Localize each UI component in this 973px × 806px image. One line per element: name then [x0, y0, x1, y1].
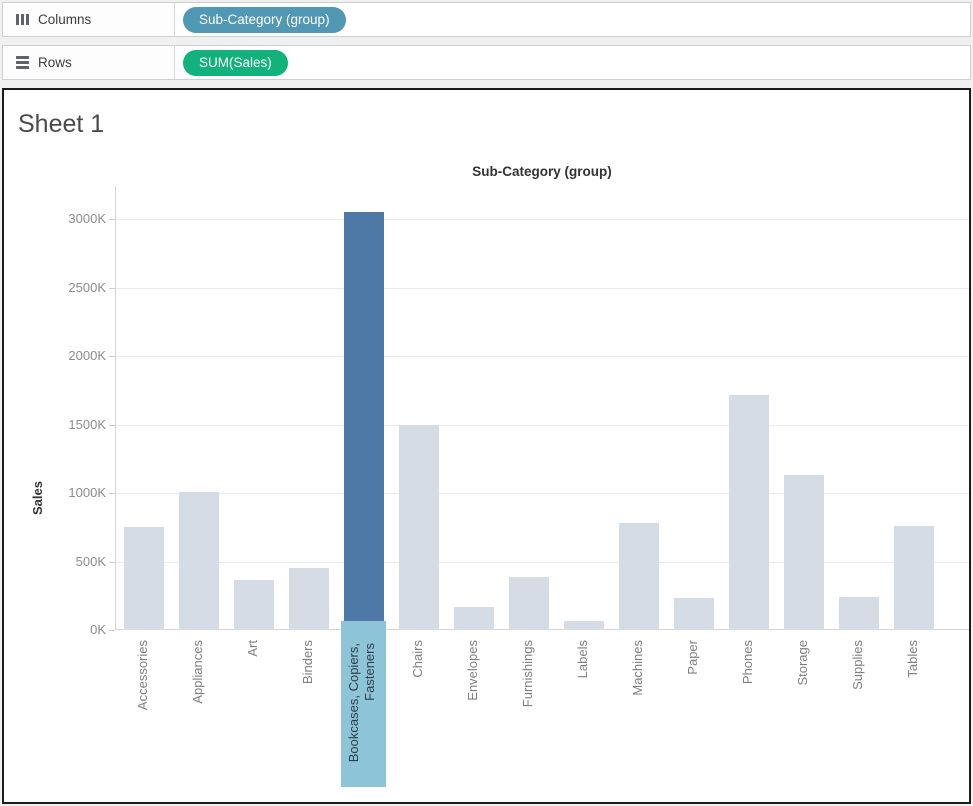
bar-furnishings[interactable] [509, 576, 549, 630]
y-tick-label-3000K: 3000K [68, 211, 106, 226]
y-tick-mark-2500K [109, 287, 115, 289]
bar-envelopes[interactable] [454, 607, 494, 630]
columns-pill-sub-category-group[interactable]: Sub-Category (group) [183, 6, 346, 33]
y-tick-mark-1000K [109, 493, 115, 494]
rows-pill-sum-sales[interactable]: SUM(Sales) [183, 49, 288, 76]
bar-machines[interactable] [619, 523, 659, 630]
rows-shelf-label: Rows [38, 55, 72, 70]
x-label-bookcases-copiers-fasteners[interactable]: Bookcases, Copiers, Fasteners [346, 643, 377, 763]
y-tick-mark-1500K [109, 424, 115, 426]
y-tick-label-2500K: 2500K [68, 279, 106, 295]
x-label-highlight-box[interactable] [340, 621, 386, 787]
rows-shelf: Rows SUM(Sales) [2, 45, 971, 80]
bar-paper[interactable] [674, 598, 714, 630]
y-tick-mark-500K [109, 561, 115, 563]
y-tick-label-500K: 500K [75, 553, 106, 569]
gridline-500K [116, 561, 969, 563]
bar-phones[interactable] [729, 395, 769, 630]
bar-chairs[interactable] [399, 424, 439, 630]
columns-shelf: Columns Sub-Category (group) [2, 2, 971, 37]
gridline-1500K [116, 424, 969, 426]
rows-icon [16, 56, 29, 69]
bar-art[interactable] [234, 579, 274, 630]
y-tick-label-2000K: 2000K [68, 348, 106, 363]
x-label-supplies[interactable]: Supplies [850, 640, 865, 690]
x-label-envelopes[interactable]: Envelopes [465, 640, 480, 701]
bar-binders[interactable] [289, 567, 329, 630]
x-label-paper[interactable]: Paper [685, 640, 700, 675]
y-tick-label-1500K: 1500K [68, 416, 106, 432]
worksheet-view: Sheet 1 Sub-Category (group) Sales 0K 500… [2, 88, 971, 804]
columns-pill-area[interactable]: Sub-Category (group) [175, 3, 970, 36]
bar-supplies[interactable] [839, 597, 879, 630]
chart-column-header: Sub-Category (group) [472, 164, 612, 179]
x-label-art[interactable]: Art [245, 640, 260, 657]
x-label-storage[interactable]: Storage [795, 640, 810, 686]
x-label-chairs[interactable]: Chairs [410, 640, 425, 678]
bar-bookcases-copiers-fasteners[interactable] [344, 212, 384, 630]
gridline-1000K [116, 493, 969, 494]
x-label-binders[interactable]: Binders [300, 640, 315, 685]
rows-pill-area[interactable]: SUM(Sales) [175, 46, 970, 79]
y-tick-mark-2000K [109, 356, 115, 357]
rows-shelf-label-box: Rows [3, 46, 175, 79]
columns-shelf-label-box: Columns [3, 3, 175, 36]
x-label-appliances[interactable]: Appliances [190, 640, 205, 704]
bar-tables[interactable] [894, 525, 934, 630]
x-label-furnishings[interactable]: Furnishings [520, 640, 535, 708]
bar-chart-plot-area [115, 186, 969, 630]
x-label-phones[interactable]: Phones [740, 640, 755, 685]
x-label-labels[interactable]: Labels [575, 640, 590, 679]
bar-appliances[interactable] [179, 491, 219, 630]
gridline-2000K [116, 356, 969, 357]
columns-icon [16, 14, 29, 25]
bar-storage[interactable] [784, 475, 824, 630]
x-label-machines[interactable]: Machines [630, 640, 645, 696]
gridline-2500K [116, 287, 969, 289]
y-tick-mark-0K [109, 630, 115, 631]
bar-labels[interactable] [564, 621, 604, 630]
y-tick-label-0K: 0K [90, 622, 106, 637]
y-tick-mark-3000K [109, 219, 115, 220]
bar-accessories[interactable] [124, 527, 164, 630]
x-label-accessories[interactable]: Accessories [135, 640, 150, 711]
sheet-title: Sheet 1 [18, 110, 105, 138]
columns-shelf-label: Columns [38, 12, 92, 27]
gridline-3000K [116, 219, 969, 220]
x-label-tables[interactable]: Tables [905, 640, 920, 678]
y-tick-label-1000K: 1000K [68, 485, 106, 500]
